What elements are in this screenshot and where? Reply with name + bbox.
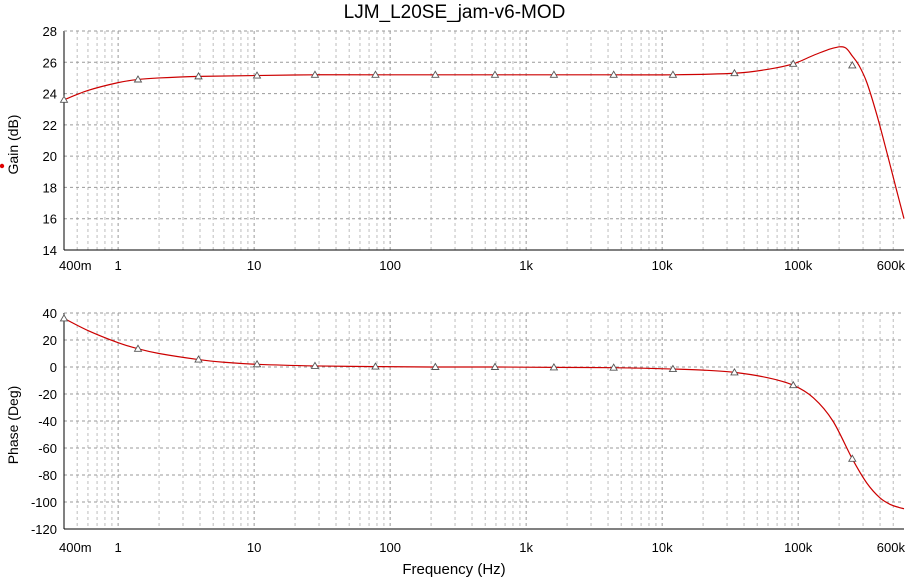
y-tick-label: -80 [38, 468, 57, 483]
x-tick-label: 100 [379, 540, 401, 555]
y-tick-label: 40 [43, 306, 57, 321]
data-marker [549, 363, 559, 371]
y-tick-label: -20 [38, 387, 57, 402]
x-tick-label: 1k [519, 540, 533, 555]
data-marker [59, 95, 69, 103]
data-marker [490, 70, 500, 78]
y-tick-label: 16 [43, 212, 57, 227]
data-marker [848, 454, 857, 462]
data-marker [194, 71, 203, 80]
data-marker [194, 355, 203, 363]
y-tick-label: 28 [43, 24, 57, 39]
x-tick-label: 1 [115, 540, 122, 555]
data-marker [730, 368, 739, 376]
data-marker [133, 75, 143, 83]
y-tick-label: -100 [31, 495, 57, 510]
x-tick-label: 10k [652, 540, 673, 555]
x-tick-label: 10 [247, 540, 261, 555]
chart-title: LJM_L20SE_jam-v6-MOD [343, 2, 566, 23]
data-marker [549, 70, 559, 78]
data-marker [609, 363, 618, 371]
x-tick-label: 100 [379, 258, 401, 273]
data-marker [59, 314, 69, 322]
series-line [63, 317, 905, 510]
data-marker [730, 68, 739, 77]
y-tick-label: 20 [43, 333, 57, 348]
x-tick-label: 100k [784, 258, 813, 273]
plot-phase: -120 -100 -80 -60 -40 -20 0 20 40 400m 1 10 100 1k 10k… [5, 306, 905, 578]
y-tick-label: -60 [38, 441, 57, 456]
y-axis-label: Phase (Deg) [5, 386, 21, 465]
y-tick-label: -120 [31, 522, 57, 537]
data-marker [310, 361, 320, 369]
x-tick-label: 400m [59, 258, 92, 273]
x-tick-label: 10 [247, 258, 261, 273]
y-tick-label: 14 [43, 243, 57, 258]
y-tick-label: 26 [43, 55, 57, 70]
y-tick-label: 18 [43, 180, 57, 195]
y-tick-label: 24 [43, 87, 57, 102]
x-tick-label: 1 [115, 258, 122, 273]
data-marker [788, 59, 798, 67]
y-tick-label: -40 [38, 414, 57, 429]
x-axis-label: Frequency (Hz) [402, 561, 505, 578]
x-tick-label: 600k [877, 258, 906, 273]
data-marker [133, 344, 143, 352]
y-tick-label: 20 [43, 149, 57, 164]
y-axis-label: Gain (dB) [5, 115, 21, 175]
data-marker [252, 71, 262, 79]
data-marker [848, 61, 857, 69]
data-marker [609, 70, 618, 78]
series-line [63, 46, 905, 219]
cursor-marker [0, 163, 5, 169]
data-marker [310, 70, 320, 78]
data-marker [668, 364, 678, 372]
data-marker [431, 70, 440, 78]
y-tick-label: 22 [43, 118, 57, 133]
x-tick-label: 1k [519, 258, 533, 273]
data-marker [668, 70, 678, 78]
data-marker [371, 362, 380, 370]
data-marker [788, 380, 798, 389]
data-marker [431, 362, 440, 370]
x-tick-label: 100k [784, 540, 813, 555]
data-marker [252, 359, 262, 368]
data-marker [490, 362, 500, 370]
data-marker [371, 70, 380, 78]
x-tick-label: 600k [877, 540, 906, 555]
y-tick-label: 0 [50, 360, 57, 375]
x-tick-label: 400m [59, 540, 92, 555]
plot-gain: 14 16 18 20 22 24 26 28 400m 1 10 100 1k 10k 100k 600k G… [5, 24, 905, 273]
x-tick-label: 10k [652, 258, 673, 273]
